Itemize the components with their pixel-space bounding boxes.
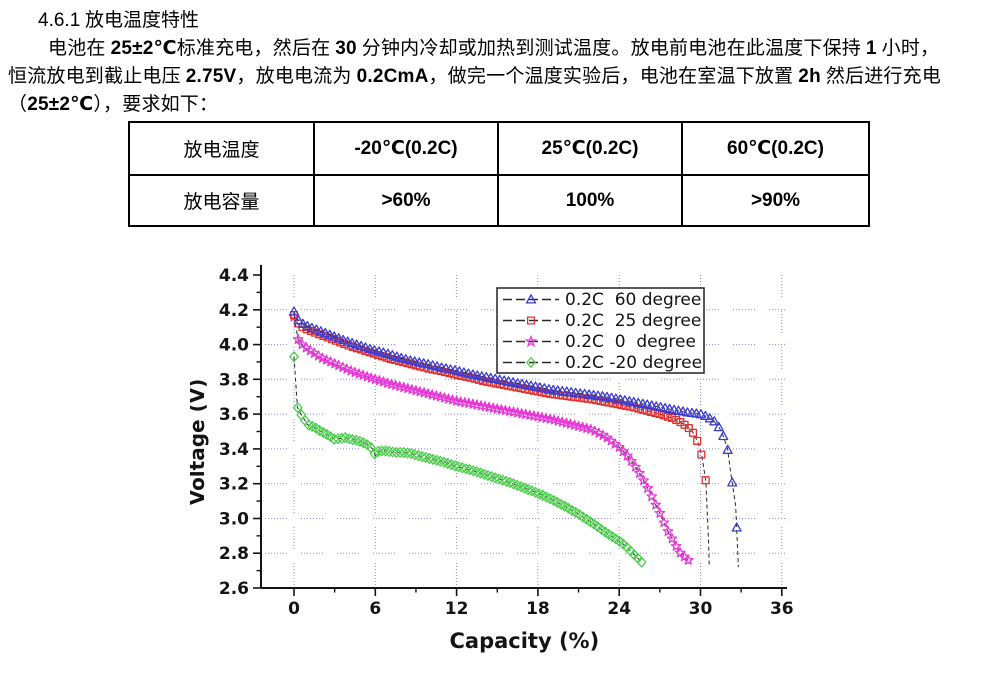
text-segment: ，做完一个温度实验后，电池在室温下放置 bbox=[428, 66, 799, 87]
text-segment-bold: 0.2CmA bbox=[356, 66, 429, 87]
text-segment-bold: 1 bbox=[865, 38, 877, 59]
svg-text:4.0: 4.0 bbox=[219, 336, 249, 356]
svg-text:30: 30 bbox=[689, 599, 713, 619]
text-segment-bold: 25±2℃ bbox=[110, 38, 177, 59]
text-segment: ），要求如下： bbox=[93, 94, 219, 115]
svg-text:3.6: 3.6 bbox=[219, 405, 249, 425]
cell-temp-60: 60℃(0.2C) bbox=[681, 121, 870, 176]
svg-text:6: 6 bbox=[369, 599, 381, 619]
legend-label: 0.2C 0 degree bbox=[565, 332, 696, 352]
paragraph-line-1: 电池在 25±2℃标准充电，然后在 30 分钟内冷却或加热到测试温度。放电前电池… bbox=[48, 33, 939, 60]
svg-text:18: 18 bbox=[526, 599, 550, 619]
discharge-curve-figure: 0 6 12 18 24 30 36 2.6 2.8 3.0 3.2 3.4 3.6 3.8 4.0 4.2 4… bbox=[185, 252, 835, 664]
text-segment-bold: 2.75V bbox=[185, 66, 237, 87]
svg-text:24: 24 bbox=[607, 599, 631, 619]
text-segment-bold: 25±2℃ bbox=[27, 94, 94, 115]
text-segment: 标准充电，然后在 bbox=[176, 38, 336, 59]
spec-table: 放电温度 -20℃(0.2C) 25℃(0.2C) 60℃(0.2C) 放电容量… bbox=[128, 121, 870, 227]
text-segment-bold: 30 bbox=[335, 38, 357, 59]
svg-text:2.8: 2.8 bbox=[219, 544, 249, 564]
text-segment: 然后进行充电 bbox=[820, 66, 942, 87]
cell-temp-25: 25℃(0.2C) bbox=[497, 121, 683, 176]
text-segment: 小时， bbox=[876, 38, 940, 59]
svg-text:4.2: 4.2 bbox=[219, 301, 249, 321]
series-0-2c--20-degree bbox=[289, 351, 647, 568]
text-segment: （ bbox=[8, 94, 28, 115]
series-0-2c-0-degree bbox=[288, 311, 694, 565]
axes bbox=[253, 265, 787, 596]
legend-label: 0.2C 25 degree bbox=[565, 311, 701, 331]
legend-label: 0.2C 60 degree bbox=[565, 290, 701, 310]
discharge-curve-chart: 0 6 12 18 24 30 36 2.6 2.8 3.0 3.2 3.4 3.6 3.8 4.0 4.2 4… bbox=[185, 265, 794, 653]
svg-text:3.2: 3.2 bbox=[219, 475, 249, 495]
cell-cap-minus20: >60% bbox=[313, 174, 499, 227]
text-segment: ，放电电流为 bbox=[236, 66, 357, 87]
cell-temp-label: 放电温度 bbox=[128, 121, 315, 176]
svg-text:2.6: 2.6 bbox=[219, 579, 249, 599]
cell-cap-label: 放电容量 bbox=[128, 174, 315, 227]
svg-text:3.8: 3.8 bbox=[219, 370, 249, 390]
cell-cap-60: >90% bbox=[681, 174, 870, 227]
section-number: 4.6.1 bbox=[38, 10, 81, 31]
svg-text:3.4: 3.4 bbox=[219, 440, 249, 460]
section-heading: 4.6.1 放电温度特性 bbox=[38, 5, 199, 32]
y-axis-title: Voltage (V) bbox=[190, 379, 209, 506]
x-axis-title: Capacity (%) bbox=[449, 629, 599, 653]
svg-text:36: 36 bbox=[770, 599, 794, 619]
svg-text:4.4: 4.4 bbox=[219, 266, 249, 286]
text-segment: 电池在 bbox=[48, 38, 111, 59]
svg-text:3.0: 3.0 bbox=[219, 509, 249, 529]
table-row-capacity: 放电容量 >60% 100% >90% bbox=[128, 174, 870, 227]
cell-temp-minus20: -20℃(0.2C) bbox=[313, 121, 499, 176]
table-row-temperature: 放电温度 -20℃(0.2C) 25℃(0.2C) 60℃(0.2C) bbox=[128, 121, 870, 176]
svg-text:12: 12 bbox=[445, 599, 469, 619]
cell-cap-25: 100% bbox=[497, 174, 683, 227]
svg-text:0: 0 bbox=[288, 599, 300, 619]
paragraph-line-3: （25±2℃），要求如下： bbox=[8, 89, 218, 116]
text-segment-bold: 2h bbox=[798, 66, 821, 87]
section-title: 放电温度特性 bbox=[80, 10, 200, 31]
series-0-2c-60-degree bbox=[288, 306, 742, 568]
paragraph-line-2: 恒流放电到截止电压 2.75V，放电电流为 0.2CmA，做完一个温度实验后，电… bbox=[8, 61, 941, 88]
text-segment: 恒流放电到截止电压 bbox=[8, 66, 186, 87]
text-segment: 分钟内冷却或加热到测试温度。放电前电池在此温度下保持 bbox=[356, 38, 866, 59]
legend-label: 0.2C -20 degree bbox=[565, 353, 702, 373]
